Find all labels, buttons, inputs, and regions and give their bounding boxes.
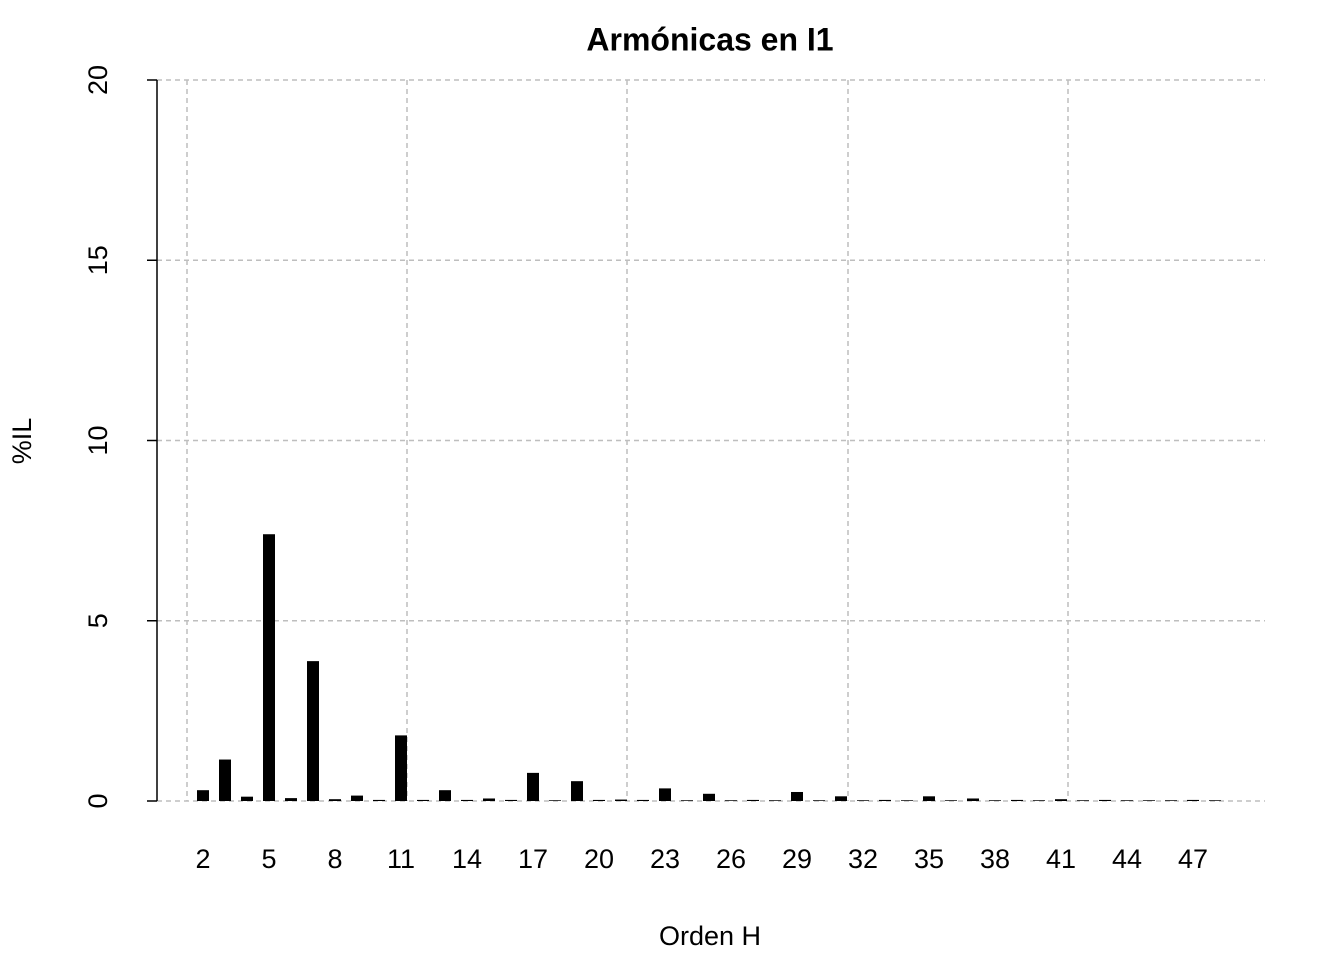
bar [1033,800,1045,801]
x-tick-label: 38 [980,844,1010,874]
bar [329,799,341,801]
bar [373,799,385,801]
bar [549,800,561,801]
bar [1209,800,1221,801]
bar [527,772,539,801]
bar [1055,799,1067,801]
bar [967,798,979,801]
chart-title: Armónicas en I1 [586,21,833,57]
bar [681,800,693,801]
bar [1011,799,1023,801]
y-tick-label: 10 [83,425,113,455]
bar [197,790,209,801]
bar [241,796,253,801]
bar [351,795,363,801]
x-tick-label: 11 [387,844,415,874]
bar [263,534,275,801]
x-tick-label: 5 [261,844,276,874]
bar [1077,800,1089,801]
bar [483,798,495,801]
bar [307,661,319,801]
x-tick-label: 47 [1178,844,1208,874]
bar [285,798,297,801]
x-axis-label: Orden H [659,921,761,951]
x-tick-label: 20 [584,844,614,874]
bar [791,791,803,801]
x-tick-label: 29 [782,844,812,874]
x-tick-label: 41 [1046,844,1076,874]
x-tick-label: 23 [650,844,680,874]
bar [439,790,451,801]
bar [417,799,429,801]
bar [1165,800,1177,801]
y-tick-label: 20 [83,65,113,95]
bar [945,800,957,801]
x-tick-label: 8 [327,844,342,874]
bar [923,796,935,801]
bar [1099,799,1111,801]
x-tick-label: 14 [452,844,482,874]
bar [769,800,781,801]
bar [725,800,737,801]
bar [461,799,473,801]
bar [857,800,869,801]
bar [637,799,649,801]
x-tick-label: 44 [1112,844,1142,874]
x-tick-label: 32 [848,844,878,874]
bar [879,799,891,801]
bar [593,799,605,801]
bar [835,796,847,801]
bar [571,781,583,801]
x-tick-label: 17 [518,844,548,874]
bar [659,788,671,801]
bar [1143,800,1155,801]
bar [989,800,1001,801]
bar [901,800,913,801]
x-tick-label: 35 [914,844,944,874]
bar [505,799,517,801]
bar [747,799,759,801]
x-tick-label: 2 [195,844,210,874]
y-tick-label: 0 [83,793,113,808]
x-tick-label: 26 [716,844,746,874]
bar [813,800,825,801]
bar [395,735,407,801]
bar [219,759,231,801]
y-axis-label: %IL [7,418,37,465]
y-tick-label: 15 [83,245,113,275]
y-tick-label: 5 [83,613,113,628]
bar [1187,799,1199,801]
bar [703,793,715,801]
bar [615,799,627,801]
bar [1121,800,1133,801]
